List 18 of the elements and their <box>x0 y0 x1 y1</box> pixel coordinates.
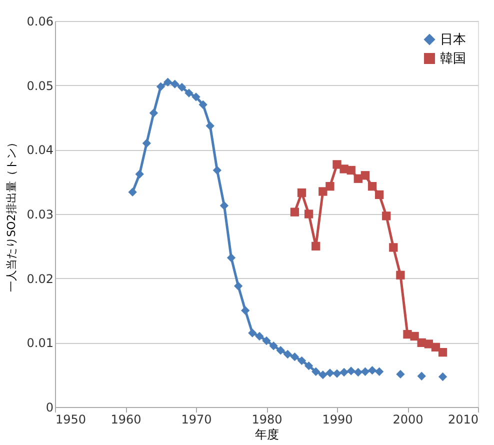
legend-label: 韓国 <box>440 52 466 66</box>
x-tick-label: 1990 <box>322 412 353 426</box>
y-tick-label: 0.02 <box>26 272 54 286</box>
y-tick-label: 0.05 <box>26 78 54 93</box>
x-tick-label: 2010 <box>448 412 478 426</box>
x-tick-label: 1970 <box>181 412 212 426</box>
y-tick-label: 0.03 <box>26 208 54 222</box>
y-axis-title: 一人当たりSO2排出量（トン） <box>4 137 18 292</box>
x-tick-label: 1960 <box>110 412 142 426</box>
x-tick-label: 2000 <box>392 412 424 426</box>
y-tick-label: 0.04 <box>26 143 54 158</box>
x-tick-label: 1950 <box>56 412 86 426</box>
legend-label: 日本 <box>440 32 466 48</box>
y-tick-label: 0 <box>46 400 54 414</box>
x-axis-title: 年度 <box>255 428 279 442</box>
y-tick-label: 0.06 <box>26 14 54 28</box>
x-tick-label: 1980 <box>252 412 282 426</box>
y-tick-label: 0.01 <box>26 336 54 350</box>
